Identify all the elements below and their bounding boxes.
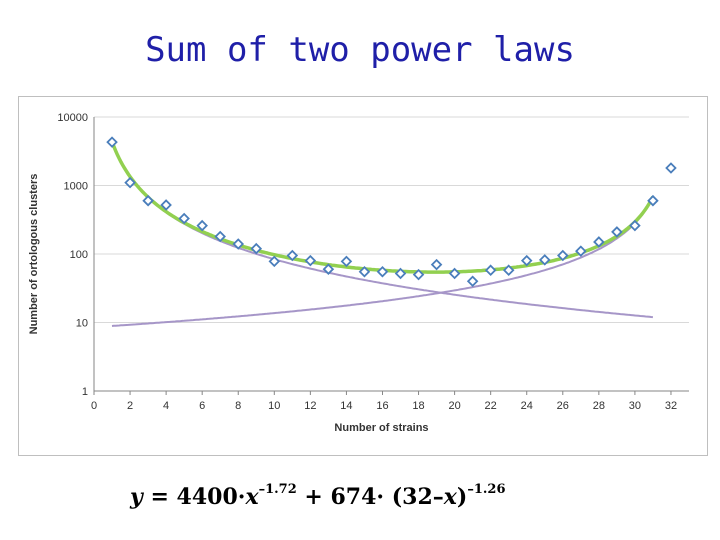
x-tick-label: 10	[268, 400, 280, 412]
data-point	[448, 267, 461, 280]
data-point	[394, 267, 407, 280]
data-point	[268, 255, 281, 268]
data-point	[322, 263, 335, 275]
formula-x2: x	[443, 484, 457, 510]
x-tick-label: 4	[163, 400, 169, 412]
data-point	[358, 266, 371, 278]
data-point	[106, 136, 118, 148]
data-point	[611, 226, 623, 238]
data-point	[178, 212, 190, 225]
data-point	[502, 264, 515, 276]
data-point	[466, 275, 479, 288]
data-point	[593, 236, 605, 248]
data-point	[538, 254, 551, 266]
x-tick-label: 8	[235, 400, 241, 412]
x-tick-label: 28	[593, 400, 605, 412]
data-point	[232, 238, 245, 250]
data-point	[647, 194, 659, 207]
y-tick-label: 1	[82, 386, 88, 398]
formula-exp1: –1.72	[258, 481, 297, 497]
data-point	[196, 219, 208, 232]
formula-eq: = 4400·	[142, 484, 246, 510]
chart-frame: 1 10 100 1000 10000 0 2 4 6 8 10 12 14 16 18 20 22 24 26 28…	[18, 96, 708, 456]
formula-exp2: –1.26	[467, 481, 506, 497]
x-tick-label: 24	[521, 400, 533, 412]
y-tick-label: 100	[70, 249, 88, 261]
data-point	[160, 199, 172, 211]
x-axis-label: Number of strains	[334, 422, 428, 434]
slide-title: Sum of two power laws	[145, 30, 575, 70]
formula-plus: + 674· (32–	[296, 484, 444, 510]
x-tick-label: 32	[665, 400, 677, 412]
data-point	[557, 249, 569, 262]
data-point	[430, 258, 443, 271]
component-right-curve	[111, 196, 654, 327]
x-tick-label: 2	[127, 400, 133, 412]
formula-y: y	[130, 484, 143, 510]
y-tick-label: 10000	[57, 112, 88, 124]
component-left-curve	[111, 141, 653, 319]
data-point	[575, 245, 587, 257]
x-tick-label: 20	[448, 400, 460, 412]
data-point	[629, 219, 641, 232]
x-tick-label: 14	[340, 400, 352, 412]
x-tick-label: 30	[629, 400, 641, 412]
data-point	[376, 266, 389, 278]
y-tick-label: 1000	[64, 181, 88, 193]
data-point	[250, 242, 263, 255]
x-tick-label: 6	[199, 400, 205, 412]
formula-x1: x	[245, 484, 259, 510]
x-tick-label: 22	[485, 400, 497, 412]
data-point	[214, 230, 226, 243]
x-tick-label: 26	[557, 400, 569, 412]
x-tick-label: 0	[91, 400, 97, 412]
data-point	[304, 254, 317, 267]
data-point	[124, 176, 136, 189]
data-point	[340, 255, 353, 268]
fit-curve	[110, 140, 655, 274]
data-point	[286, 249, 299, 262]
data-point	[412, 268, 425, 281]
data-point	[520, 254, 533, 267]
y-axis-label: Number of ortologous clusters	[28, 174, 40, 335]
y-tick-label: 10	[76, 318, 88, 330]
data-point	[484, 264, 497, 276]
data-point	[142, 194, 154, 207]
x-tick-label: 16	[376, 400, 388, 412]
formula: y = 4400·x–1.72 + 674· (32–x)–1.26	[130, 481, 506, 510]
formula-close: )	[456, 484, 468, 510]
data-point	[665, 162, 677, 174]
x-tick-label: 18	[412, 400, 424, 412]
x-tick-label: 12	[304, 400, 316, 412]
